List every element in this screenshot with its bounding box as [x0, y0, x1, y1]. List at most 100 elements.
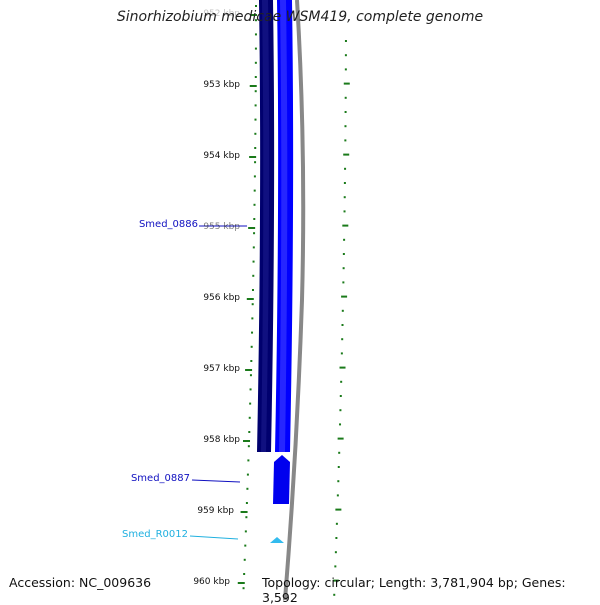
gc-dot — [341, 295, 348, 298]
gc-dot — [343, 153, 350, 156]
gc-dot — [254, 147, 257, 149]
gc-dot — [337, 437, 344, 440]
gc-dot — [251, 289, 254, 291]
leader-smed-r0012 — [189, 535, 239, 540]
gc-dot — [342, 267, 345, 270]
gc-dot — [339, 366, 346, 369]
gc-dot — [254, 90, 257, 93]
gene-smed-0887-arrow — [273, 455, 290, 504]
gc-dot — [340, 380, 343, 383]
gc-dot — [254, 61, 257, 64]
gc-dot — [334, 551, 337, 554]
gc-dot — [254, 132, 257, 135]
gc-dot — [344, 167, 347, 170]
ruler-ticks — [237, 14, 257, 584]
gc-dot — [248, 431, 251, 433]
tick-label: 955 kbp — [203, 222, 240, 232]
gc-dot — [248, 416, 251, 419]
gc-dot — [342, 281, 345, 284]
backbone-line — [283, 0, 306, 600]
gc-dot — [252, 260, 255, 263]
gc-dot — [242, 587, 245, 590]
gc-dot — [342, 224, 349, 227]
ruler-tick — [240, 511, 248, 513]
gc-dot — [333, 593, 336, 596]
gc-dot — [344, 111, 347, 113]
tick-label: 958 kbp — [203, 435, 240, 445]
gc-dot — [344, 125, 347, 128]
gc-dot — [247, 445, 250, 448]
gc-dot — [334, 565, 337, 568]
gc-dot — [252, 274, 255, 277]
gc-dot — [251, 303, 254, 306]
gc-dot — [246, 473, 249, 476]
gc-dot — [340, 352, 343, 355]
gc-dot — [252, 246, 255, 249]
gc-dot — [251, 317, 254, 320]
gc-dot — [254, 33, 257, 36]
gc-dot — [343, 182, 346, 184]
tick-label: 952 kbp — [203, 9, 240, 19]
gc-dot — [244, 530, 247, 533]
gc-dot — [244, 544, 247, 547]
topology-text: Topology: circular; Length: 3,781,904 bp… — [262, 575, 566, 605]
ruler-tick — [237, 582, 245, 584]
tick-label: 953 kbp — [203, 80, 240, 90]
gc-dot — [245, 502, 248, 504]
gc-dot — [254, 104, 257, 107]
gene-label-smed-0886[interactable]: Smed_0886 — [138, 219, 198, 230]
gene-label-smed-0887[interactable]: Smed_0887 — [130, 473, 190, 484]
ruler-tick — [249, 14, 257, 16]
gc-content-track — [242, 5, 350, 596]
gc-dot — [253, 232, 256, 235]
ruler-tick — [245, 369, 253, 371]
rna-smed-r0012-marker — [270, 537, 284, 543]
accession-text: Accession: NC_009636 — [9, 575, 152, 590]
gc-dot — [243, 558, 246, 561]
tick-label: 954 kbp — [203, 151, 240, 161]
gc-dot — [335, 508, 342, 511]
gc-dot — [344, 96, 347, 99]
gc-dot — [335, 537, 338, 539]
gc-dot — [249, 402, 252, 405]
gc-dot — [253, 189, 256, 192]
gc-dot — [250, 345, 253, 348]
gc-dot — [253, 203, 256, 206]
gc-dot — [344, 139, 347, 142]
page-title: Sinorhizobium medicae WSM419, complete g… — [116, 9, 484, 25]
tick-label: 959 kbp — [197, 506, 234, 516]
gc-dot — [243, 573, 246, 575]
tick-label: 956 kbp — [203, 293, 240, 303]
gc-dot — [343, 82, 350, 85]
gc-dot — [249, 374, 252, 377]
gc-dot — [337, 466, 340, 468]
gc-dot — [338, 451, 341, 454]
gene-smed-0886-dark-highlight — [261, 0, 270, 452]
gc-dot — [344, 68, 347, 71]
gc-dot — [254, 19, 257, 22]
leader-smed-0887 — [191, 479, 241, 483]
gene-label-smed-r0012[interactable]: Smed_R0012 — [122, 529, 188, 540]
gc-dot — [254, 76, 257, 78]
gc-dot — [254, 118, 257, 121]
gc-dot — [344, 40, 347, 42]
ruler-tick — [248, 227, 256, 229]
ruler-tick — [243, 440, 251, 442]
ruler-tick — [249, 85, 257, 87]
gc-dot — [339, 423, 342, 426]
gc-dot — [337, 480, 340, 483]
gc-dot — [254, 161, 257, 164]
gc-dot — [249, 388, 252, 391]
ruler-tick — [246, 298, 254, 300]
gc-dot — [254, 5, 257, 7]
ruler-tick — [249, 156, 257, 158]
gc-dot — [254, 47, 257, 50]
gc-dot — [343, 210, 346, 213]
gc-dot — [253, 175, 256, 178]
gc-dot — [251, 331, 254, 334]
tick-label: 957 kbp — [203, 364, 240, 374]
gc-dot — [341, 309, 344, 312]
gc-dot — [247, 459, 250, 462]
gc-dot — [343, 238, 346, 241]
